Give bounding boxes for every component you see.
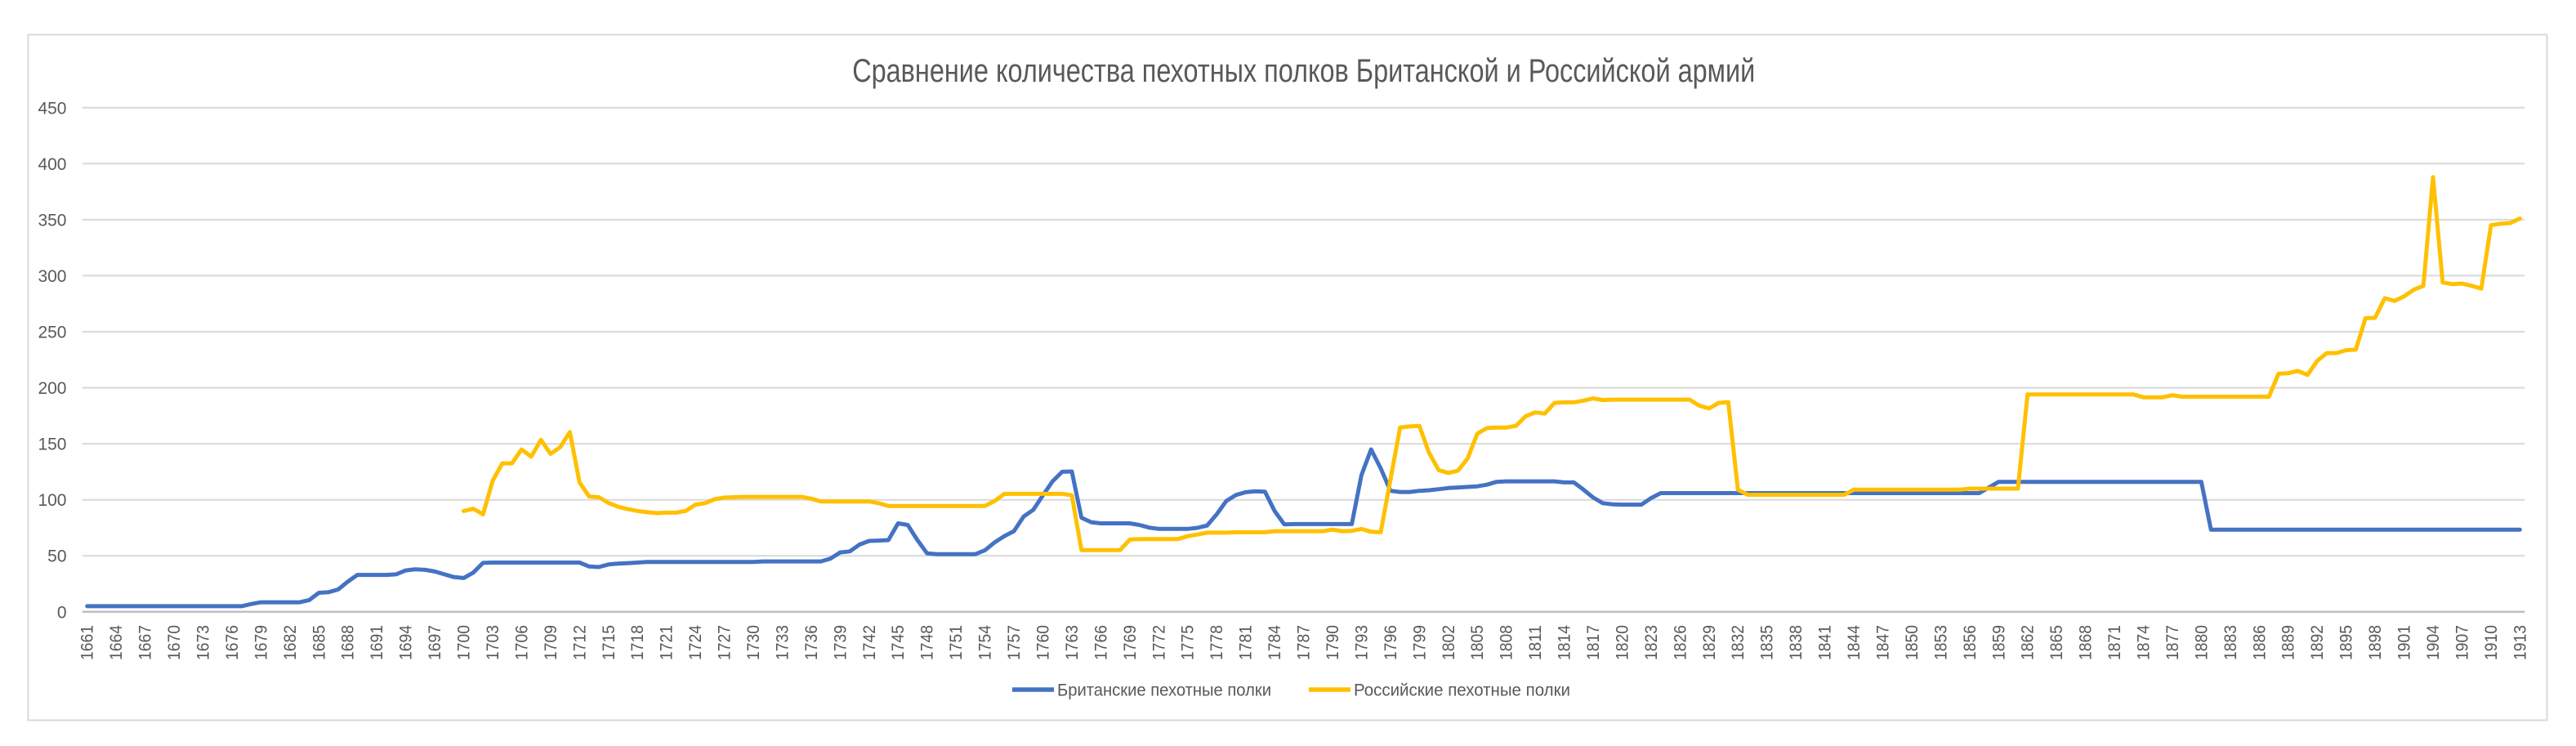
svg-text:1838: 1838 — [1787, 625, 1806, 660]
svg-text:1871: 1871 — [2105, 625, 2124, 660]
svg-text:1673: 1673 — [194, 625, 213, 660]
svg-text:1850: 1850 — [1903, 625, 1922, 660]
svg-text:1820: 1820 — [1613, 625, 1632, 660]
svg-text:1841: 1841 — [1816, 625, 1835, 660]
svg-text:1799: 1799 — [1410, 625, 1429, 660]
svg-text:200: 200 — [38, 379, 66, 398]
svg-text:1757: 1757 — [1005, 625, 1024, 660]
svg-text:1712: 1712 — [570, 625, 589, 660]
svg-text:1787: 1787 — [1295, 625, 1314, 660]
svg-text:1706: 1706 — [512, 625, 531, 660]
svg-text:1685: 1685 — [310, 625, 328, 660]
svg-text:1661: 1661 — [78, 625, 97, 660]
svg-text:1898: 1898 — [2366, 625, 2385, 660]
svg-text:1730: 1730 — [744, 625, 763, 660]
svg-text:1880: 1880 — [2192, 625, 2211, 660]
svg-text:1682: 1682 — [281, 625, 300, 660]
svg-text:1763: 1763 — [1063, 625, 1082, 660]
svg-text:100: 100 — [38, 491, 66, 510]
svg-text:1793: 1793 — [1352, 625, 1371, 660]
svg-text:1868: 1868 — [2077, 625, 2096, 660]
svg-text:1814: 1814 — [1556, 625, 1574, 660]
svg-text:1877: 1877 — [2163, 625, 2182, 660]
svg-text:1895: 1895 — [2337, 625, 2356, 660]
svg-text:1790: 1790 — [1324, 625, 1342, 660]
svg-text:1808: 1808 — [1498, 625, 1516, 660]
svg-text:50: 50 — [47, 547, 66, 566]
svg-text:1709: 1709 — [542, 625, 560, 660]
svg-text:Сравнение количества пехотных: Сравнение количества пехотных полков Бри… — [852, 53, 1755, 89]
svg-text:1697: 1697 — [426, 625, 444, 660]
svg-text:1769: 1769 — [1121, 625, 1140, 660]
svg-text:1727: 1727 — [716, 625, 734, 660]
svg-text:1676: 1676 — [223, 625, 242, 660]
svg-text:1907: 1907 — [2453, 625, 2471, 660]
svg-text:1862: 1862 — [2019, 625, 2038, 660]
svg-text:1736: 1736 — [802, 625, 821, 660]
svg-text:1664: 1664 — [107, 625, 126, 660]
svg-text:1721: 1721 — [658, 625, 676, 660]
svg-text:1829: 1829 — [1700, 625, 1719, 660]
svg-text:150: 150 — [38, 436, 66, 454]
svg-text:300: 300 — [38, 267, 66, 286]
svg-text:1802: 1802 — [1440, 625, 1458, 660]
svg-text:1781: 1781 — [1237, 625, 1256, 660]
svg-text:1778: 1778 — [1208, 625, 1226, 660]
svg-text:0: 0 — [57, 603, 67, 622]
svg-text:1856: 1856 — [1961, 625, 1980, 660]
svg-text:1748: 1748 — [918, 625, 937, 660]
svg-text:1817: 1817 — [1584, 625, 1603, 660]
svg-text:1691: 1691 — [368, 625, 386, 660]
svg-text:Российские пехотные полки: Российские пехотные полки — [1354, 681, 1570, 700]
svg-text:250: 250 — [38, 324, 66, 342]
svg-text:1733: 1733 — [774, 625, 792, 660]
svg-text:1679: 1679 — [252, 625, 270, 660]
svg-text:1700: 1700 — [455, 625, 474, 660]
svg-text:1667: 1667 — [136, 625, 155, 660]
svg-text:1904: 1904 — [2424, 625, 2443, 660]
svg-text:1844: 1844 — [1845, 625, 1864, 660]
svg-text:1859: 1859 — [1989, 625, 2008, 660]
svg-text:1670: 1670 — [165, 625, 184, 660]
svg-text:1913: 1913 — [2511, 625, 2529, 660]
svg-text:1754: 1754 — [976, 625, 995, 660]
svg-text:1742: 1742 — [860, 625, 879, 660]
svg-text:1760: 1760 — [1034, 625, 1053, 660]
svg-text:1694: 1694 — [397, 625, 416, 660]
svg-text:1715: 1715 — [600, 625, 618, 660]
svg-text:1847: 1847 — [1874, 625, 1893, 660]
svg-text:1745: 1745 — [889, 625, 908, 660]
svg-text:1832: 1832 — [1729, 625, 1748, 660]
svg-text:1883: 1883 — [2221, 625, 2240, 660]
svg-text:1835: 1835 — [1758, 625, 1777, 660]
svg-text:1718: 1718 — [628, 625, 647, 660]
svg-text:1784: 1784 — [1266, 625, 1284, 660]
svg-text:1823: 1823 — [1642, 625, 1661, 660]
svg-text:1796: 1796 — [1382, 625, 1400, 660]
svg-text:400: 400 — [38, 155, 66, 174]
svg-text:450: 450 — [38, 99, 66, 118]
svg-text:1805: 1805 — [1468, 625, 1487, 660]
svg-text:1724: 1724 — [686, 625, 705, 660]
svg-text:1892: 1892 — [2308, 625, 2327, 660]
svg-text:1811: 1811 — [1526, 625, 1545, 660]
svg-text:1889: 1889 — [2279, 625, 2298, 660]
svg-text:1886: 1886 — [2250, 625, 2269, 660]
svg-text:1874: 1874 — [2135, 625, 2154, 660]
svg-text:Британские пехотные полки: Британские пехотные полки — [1057, 681, 1271, 700]
svg-text:1766: 1766 — [1092, 625, 1110, 660]
svg-text:1772: 1772 — [1150, 625, 1168, 660]
svg-text:1739: 1739 — [831, 625, 850, 660]
svg-text:1865: 1865 — [2047, 625, 2066, 660]
svg-text:1910: 1910 — [2482, 625, 2501, 660]
svg-text:1688: 1688 — [339, 625, 358, 660]
svg-text:1703: 1703 — [484, 625, 502, 660]
svg-text:1826: 1826 — [1671, 625, 1690, 660]
svg-text:1901: 1901 — [2395, 625, 2414, 660]
svg-text:350: 350 — [38, 211, 66, 230]
svg-text:1775: 1775 — [1179, 625, 1198, 660]
svg-text:1751: 1751 — [947, 625, 966, 660]
svg-text:1853: 1853 — [1931, 625, 1950, 660]
